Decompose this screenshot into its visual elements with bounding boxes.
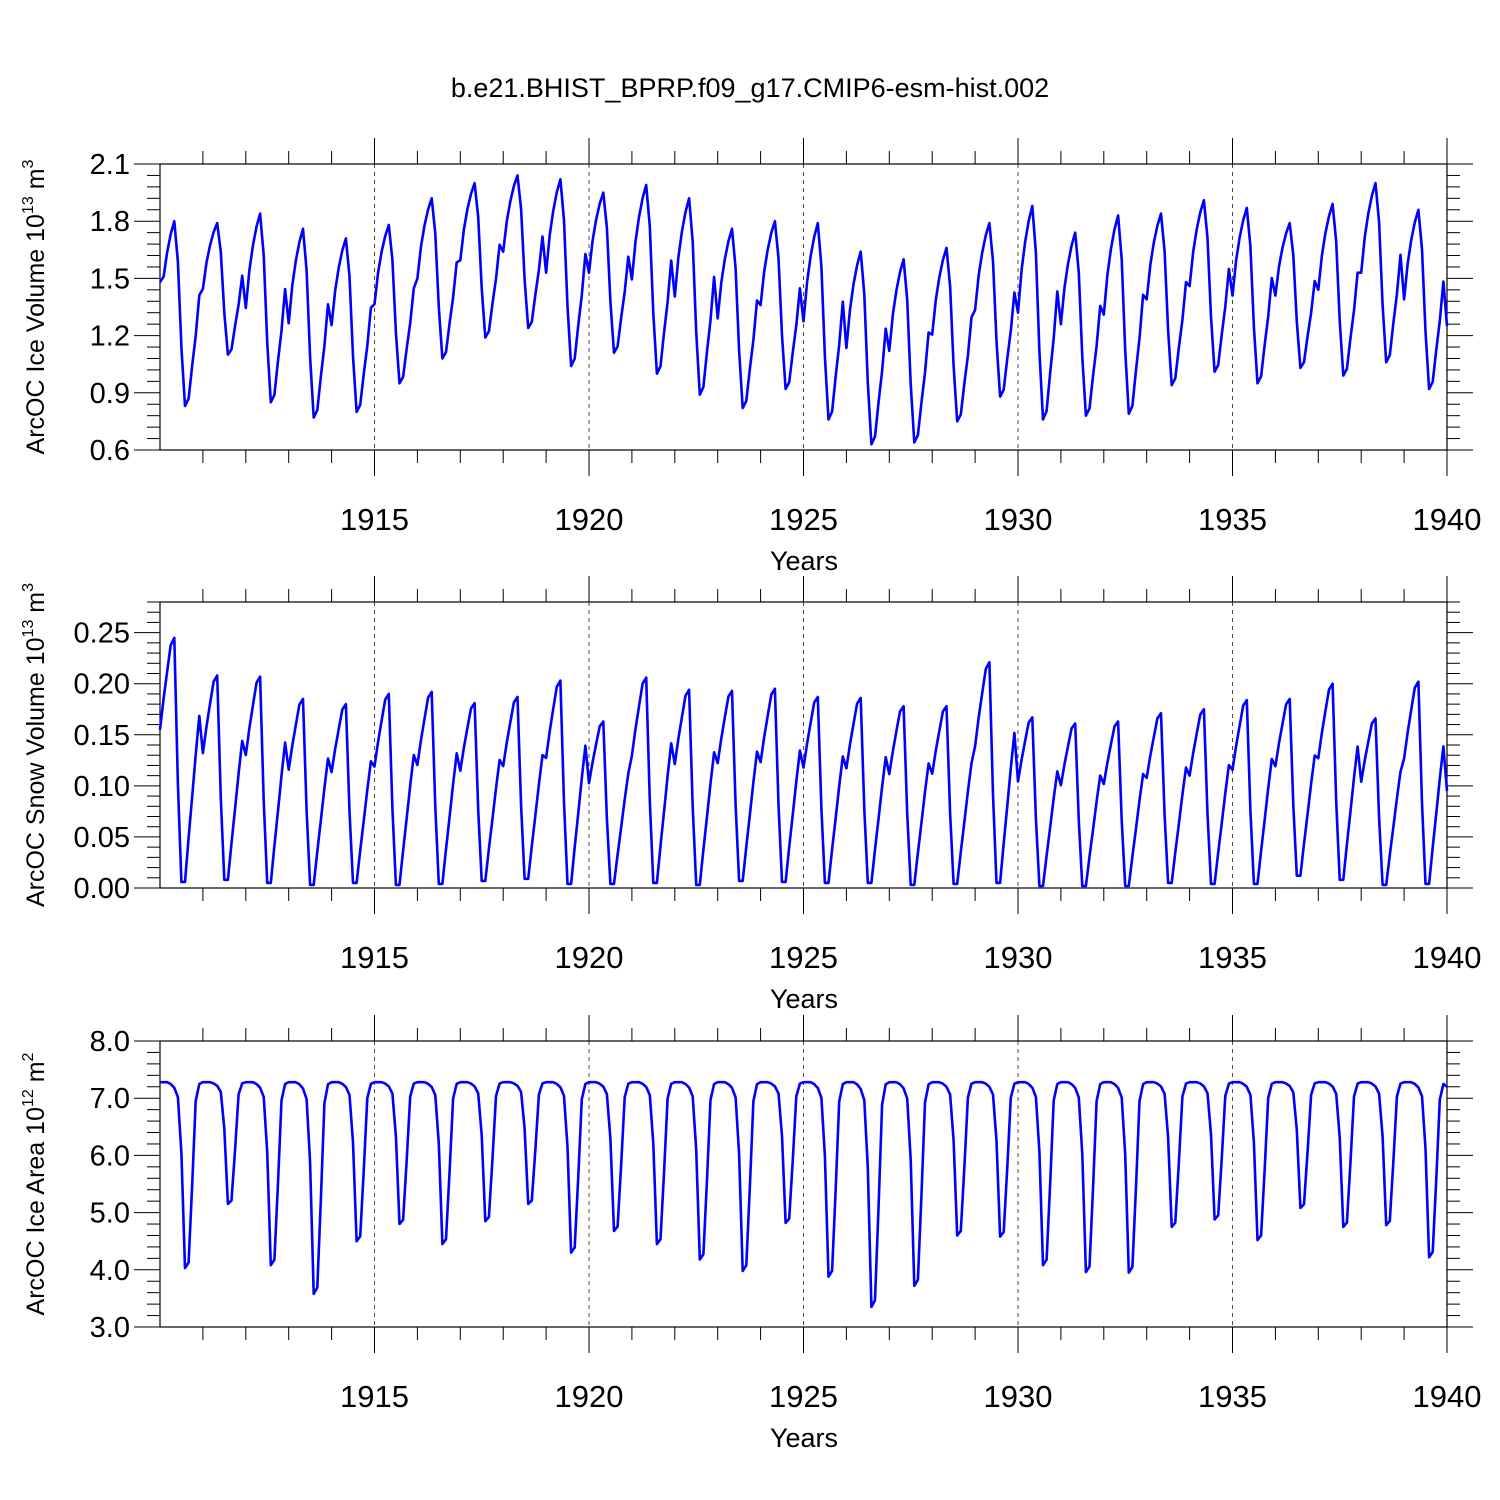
x-tick-label: 1935 bbox=[1198, 502, 1267, 537]
y-tick-label: 5.0 bbox=[90, 1198, 130, 1230]
y-tick-label: 0.00 bbox=[74, 873, 130, 905]
y-tick-label: 0.10 bbox=[74, 771, 130, 803]
y-tick-label: 1.2 bbox=[90, 321, 130, 353]
y-tick-label: 2.1 bbox=[90, 149, 130, 181]
ice-area-panel: 1915 1920 1925 1930 1935 1940 Years 3.0 4.0 5.0 6.… bbox=[20, 1015, 1481, 1453]
figure-title: b.e21.BHIST_BPRP.f09_g17.CMIP6-esm-hist.… bbox=[451, 73, 1049, 103]
y-tick-label: 1.8 bbox=[90, 206, 130, 238]
series-line-ice-area bbox=[160, 1080, 1448, 1309]
y-tick-label: 0.9 bbox=[90, 378, 130, 410]
x-tick-label: 1920 bbox=[555, 502, 624, 537]
x-tick-label: 1920 bbox=[555, 1379, 624, 1414]
y-axis-label: ArcOC Snow Volume 1013 m3 bbox=[20, 583, 50, 907]
y-tick-label: 3.0 bbox=[90, 1312, 130, 1344]
y-tick-label: 0.20 bbox=[74, 669, 130, 701]
y-axis-label: ArcOC Ice Area 1012 m2 bbox=[20, 1052, 50, 1315]
y-tick-label: 0.15 bbox=[74, 720, 130, 752]
x-tick-label: 1915 bbox=[340, 502, 409, 537]
y-tick-label: 6.0 bbox=[90, 1140, 130, 1172]
x-tick-label: 1940 bbox=[1413, 940, 1482, 975]
y-axis-label: ArcOC Ice Volume 1013 m3 bbox=[20, 159, 50, 454]
y-tick-label: 0.05 bbox=[74, 822, 130, 854]
x-tick-label: 1925 bbox=[769, 1379, 838, 1414]
x-tick-label: 1920 bbox=[555, 940, 624, 975]
x-tick-label: 1925 bbox=[769, 502, 838, 537]
x-tick-label: 1935 bbox=[1198, 1379, 1267, 1414]
ice-volume-panel: 1915 1920 1925 1930 1935 1940 Years 0.6 0.9 1.2 1.… bbox=[20, 138, 1481, 576]
y-tick-label: 8.0 bbox=[90, 1026, 130, 1058]
snow-volume-panel: 1915 1920 1925 1930 1935 1940 Years 0.00 0.05 0.1… bbox=[20, 576, 1481, 1014]
x-tick-label: 1935 bbox=[1198, 940, 1267, 975]
x-axis-label: Years bbox=[770, 1423, 838, 1453]
x-axis-label: Years bbox=[770, 546, 838, 576]
x-axis-label: Years bbox=[770, 984, 838, 1014]
x-tick-label: 1930 bbox=[984, 502, 1053, 537]
y-tick-label: 0.25 bbox=[74, 618, 130, 650]
x-tick-label: 1930 bbox=[984, 940, 1053, 975]
series-line-snow-volume bbox=[158, 636, 1449, 888]
series-line-ice-volume bbox=[158, 174, 1449, 446]
x-tick-label: 1940 bbox=[1413, 502, 1482, 537]
x-tick-label: 1940 bbox=[1413, 1379, 1482, 1414]
y-tick-label: 7.0 bbox=[90, 1083, 130, 1115]
y-tick-label: 1.5 bbox=[90, 263, 130, 295]
x-tick-label: 1915 bbox=[340, 1379, 409, 1414]
y-tick-label: 4.0 bbox=[90, 1255, 130, 1287]
x-tick-label: 1915 bbox=[340, 940, 409, 975]
x-tick-label: 1930 bbox=[984, 1379, 1053, 1414]
x-tick-label: 1925 bbox=[769, 940, 838, 975]
y-tick-label: 0.6 bbox=[90, 435, 130, 467]
